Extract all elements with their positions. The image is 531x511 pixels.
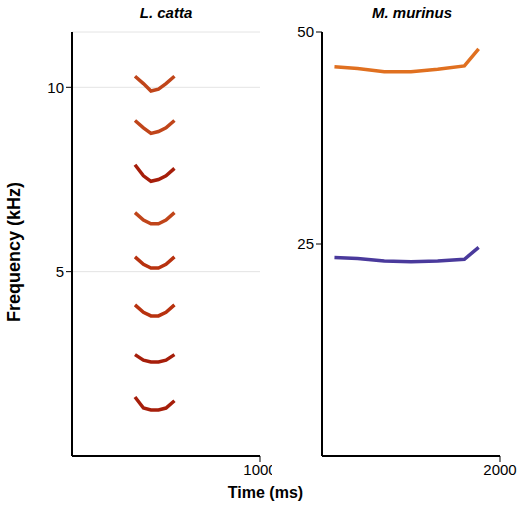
html-text:L. catta: L. catta xyxy=(139,4,193,21)
html-text:Frequency (kHz): Frequency (kHz) xyxy=(4,182,24,322)
svg-text:2000: 2000 xyxy=(483,461,516,478)
svg-text:50: 50 xyxy=(297,24,314,40)
svg-text:5: 5 xyxy=(56,263,64,280)
svg-text:1000: 1000 xyxy=(243,461,272,478)
svg-text:25: 25 xyxy=(297,235,314,252)
html-text:M. murinus: M. murinus xyxy=(372,4,452,21)
svg-text:10: 10 xyxy=(47,79,64,96)
html-text:Time (ms): Time (ms) xyxy=(227,484,304,501)
